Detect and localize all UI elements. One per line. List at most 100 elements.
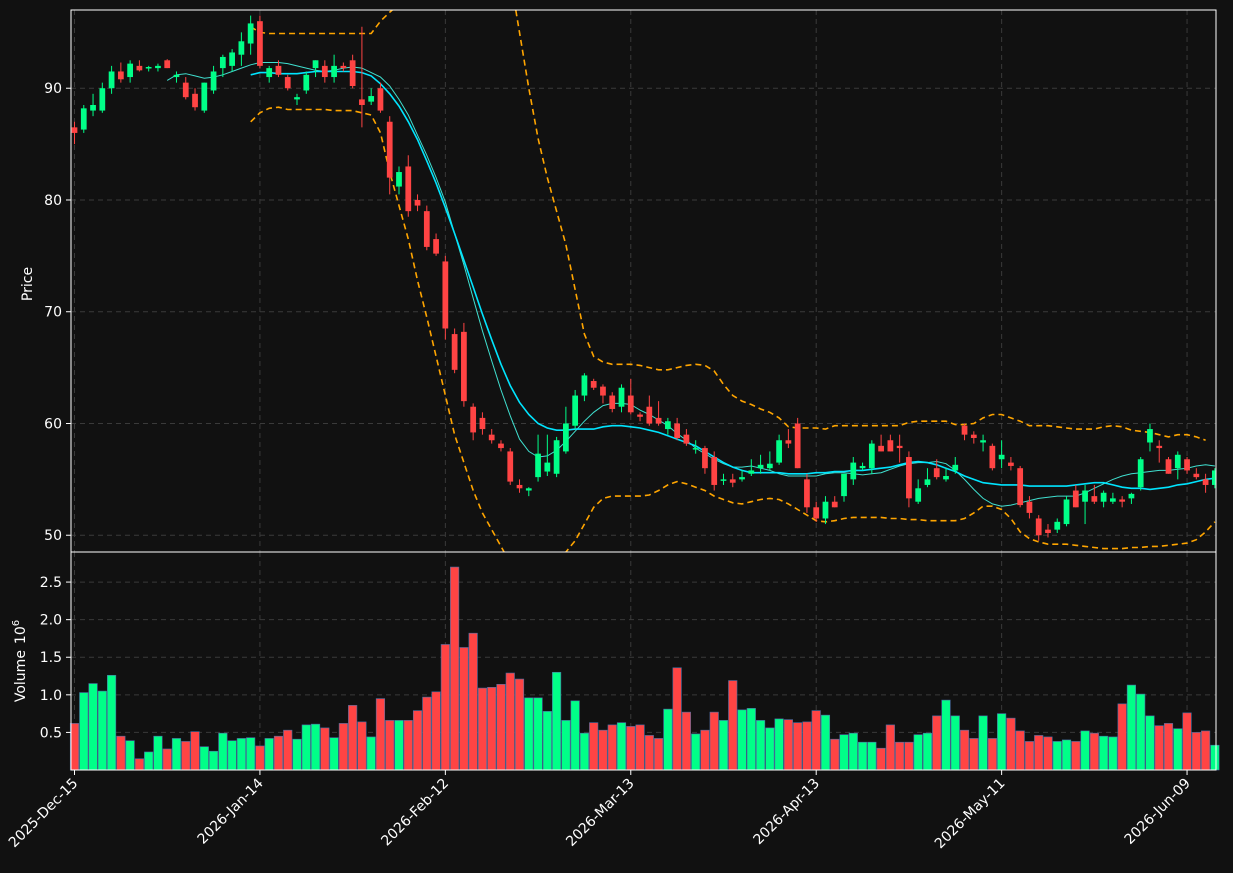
volume-bar	[941, 699, 951, 771]
volume-bar	[403, 720, 413, 771]
candle-body	[470, 406, 477, 433]
volume-bar	[1117, 703, 1127, 771]
volume-bar	[839, 734, 849, 771]
volume-bar	[635, 724, 645, 771]
volume-bar	[514, 678, 525, 771]
volume-bar	[496, 684, 506, 771]
candle-body	[664, 421, 671, 430]
moving-average-line	[250, 70, 1216, 491]
volume-bar	[357, 721, 367, 771]
candle-body	[748, 470, 755, 474]
band-lines	[250, 10, 1216, 552]
candle-body	[1054, 521, 1061, 530]
volume-bar	[589, 722, 599, 771]
volume-bar	[375, 698, 386, 771]
candle-body	[943, 476, 949, 480]
volume-bar	[487, 687, 497, 771]
candle-body	[729, 479, 736, 483]
volume-bar	[1191, 732, 1201, 771]
candle-body	[933, 468, 940, 478]
candle-body	[359, 99, 365, 105]
volume-bar	[895, 741, 905, 771]
volume-bar	[691, 733, 701, 771]
candle-body	[720, 479, 727, 481]
candle-body	[423, 211, 430, 247]
candle-body	[396, 172, 402, 187]
volume-bar	[579, 732, 589, 771]
candle-body	[275, 65, 282, 75]
volume-bar	[607, 724, 617, 771]
candle-body	[1165, 459, 1172, 474]
volume-bar	[1071, 741, 1081, 771]
candle-body	[80, 108, 87, 130]
volume-bar	[1024, 741, 1035, 771]
volume-bar	[348, 705, 358, 771]
volume-bar	[598, 729, 608, 771]
candle-body	[618, 387, 625, 407]
candle-body	[961, 425, 968, 435]
candle-body	[488, 434, 495, 441]
volume-axis-label-sup: 6	[11, 620, 22, 626]
volume-bar	[144, 751, 154, 771]
candle-body	[173, 74, 180, 78]
volume-bar	[153, 735, 163, 771]
volume-bar	[505, 672, 515, 771]
volume-bar	[1080, 730, 1090, 771]
volume-bar	[450, 566, 460, 771]
volume-bar	[524, 697, 534, 771]
volume-bar	[709, 711, 719, 771]
candle-body	[952, 464, 959, 471]
candle-body	[1110, 498, 1116, 502]
candle-body	[692, 448, 699, 450]
volume-bar	[774, 718, 784, 771]
candle-body	[1193, 473, 1200, 478]
candle-body	[1072, 490, 1079, 508]
volume-bar	[1154, 725, 1164, 771]
candle-body	[896, 445, 903, 449]
volume-bar	[171, 738, 182, 771]
volume-bar	[431, 691, 441, 771]
candle-body	[1082, 490, 1088, 502]
candle-body	[219, 56, 226, 69]
volume-bar	[922, 732, 933, 771]
volume-bar	[663, 708, 673, 771]
candle-body	[674, 423, 681, 439]
candle-body	[321, 65, 328, 78]
candle-body	[841, 473, 847, 497]
candle-body	[331, 65, 337, 78]
volume-bar	[533, 697, 543, 771]
volume-bar	[273, 735, 284, 771]
candle-body	[405, 166, 412, 212]
candle-body	[637, 414, 643, 417]
candle-body	[414, 199, 421, 206]
candle-body	[563, 423, 569, 452]
candle-body	[451, 334, 458, 370]
volume-bar	[932, 715, 942, 771]
volume-bar	[162, 748, 172, 771]
volume-bar	[1034, 735, 1044, 771]
candle-body	[257, 21, 263, 66]
candle-body	[303, 74, 310, 91]
volume-bar	[857, 741, 868, 771]
volume-bar	[644, 735, 654, 771]
candle-body	[1156, 445, 1163, 449]
candle-body	[831, 501, 838, 508]
candles	[71, 15, 1216, 541]
volume-bar	[190, 731, 200, 771]
volume-bar	[292, 738, 302, 771]
candle-body	[71, 127, 78, 133]
volume-bar	[1182, 712, 1192, 771]
price-tick-label: 80	[44, 193, 62, 209]
volume-bar	[134, 758, 144, 771]
candle-body	[868, 443, 875, 469]
candle-body	[90, 104, 96, 111]
candle-body	[117, 71, 124, 80]
candle-body	[108, 71, 115, 89]
volume-bar	[459, 647, 469, 771]
volume-bar	[310, 723, 321, 771]
candle-body	[312, 60, 319, 69]
candle-body	[711, 457, 718, 485]
candle-body	[1128, 493, 1135, 499]
volume-bar	[255, 745, 265, 771]
